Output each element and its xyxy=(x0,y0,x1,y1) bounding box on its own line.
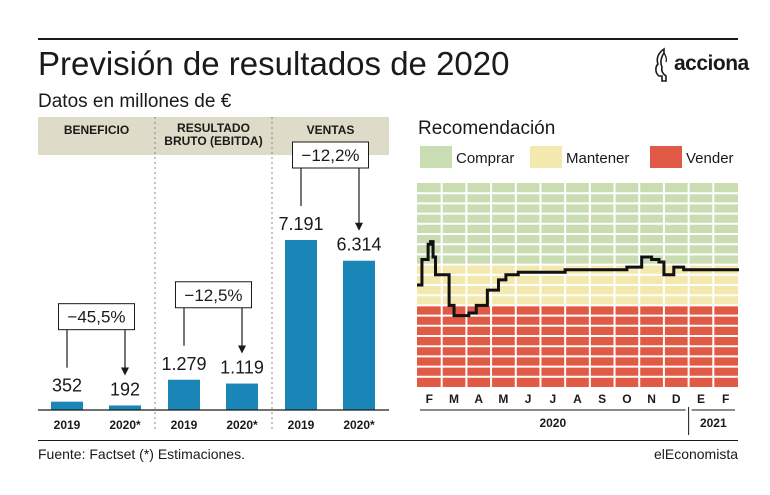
bar-value-label: 6.314 xyxy=(336,235,381,255)
bar xyxy=(51,401,83,410)
legend-label: Mantener xyxy=(566,150,629,167)
bar-value-label: 1.119 xyxy=(220,358,264,378)
footer-rule xyxy=(38,440,738,441)
recommendation-line xyxy=(417,240,739,318)
results-bar-chart: BENEFICIO 352 2019 192 2020* −45,5% RESULTADOB… xyxy=(38,117,389,432)
x-month-label: F xyxy=(722,392,729,406)
x-month-label: M xyxy=(498,392,508,406)
change-box xyxy=(292,141,369,169)
bar-value-label: 352 xyxy=(52,376,82,396)
x-month-label: J xyxy=(525,392,532,406)
group-label: BRUTO (EBITDA) xyxy=(164,134,262,148)
change-arrow-head xyxy=(121,367,129,376)
footer-brand: elEconomista xyxy=(653,446,738,462)
x-year-label: 2020 xyxy=(539,416,566,430)
change-arrow-head xyxy=(355,222,363,231)
group-label: VENTAS xyxy=(307,123,355,137)
change-label: −45,5% xyxy=(67,308,125,327)
legend-label: Vender xyxy=(686,150,734,167)
bar-value-label: 7.191 xyxy=(278,214,323,234)
x-month-label: N xyxy=(647,392,656,406)
top-rule xyxy=(38,38,738,40)
change-box xyxy=(175,281,252,309)
legend-label: Comprar xyxy=(456,150,514,167)
x-year-label: 2021 xyxy=(700,416,727,430)
change-box xyxy=(58,303,135,331)
footer-source: Fuente: Factset (*) Estimaciones. xyxy=(38,446,245,462)
tree-icon xyxy=(655,47,668,82)
x-month-label: A xyxy=(573,392,582,406)
group-header-band xyxy=(155,117,272,155)
x-month-label: J xyxy=(549,392,556,406)
acciona-logo: acciona xyxy=(652,47,749,83)
page-subtitle: Datos en millones de € xyxy=(38,91,232,112)
rec-title: Recomendación xyxy=(418,118,555,139)
group-label: BENEFICIO xyxy=(64,123,129,137)
x-month-label: S xyxy=(598,392,606,406)
bar xyxy=(109,405,141,410)
x-month-label: F xyxy=(426,392,433,406)
x-month-label: D xyxy=(672,392,681,406)
change-label: −12,2% xyxy=(301,146,359,165)
legend-swatch xyxy=(420,146,452,168)
x-month-label: E xyxy=(697,392,705,406)
bar-value-label: 192 xyxy=(110,379,140,399)
change-label: −12,5% xyxy=(184,286,242,305)
logo-text: acciona xyxy=(674,52,749,75)
recommendation-chart: Recomendación Comprar Mantener Vender F M A M J J… xyxy=(417,118,739,435)
bar xyxy=(168,379,200,410)
x-month-label: A xyxy=(474,392,483,406)
x-tick-label: 2019 xyxy=(171,418,198,432)
group-header-band xyxy=(38,117,155,155)
legend-swatch xyxy=(650,146,682,168)
change-arrow-head xyxy=(238,345,246,354)
bar xyxy=(226,383,258,410)
page-title: Previsión de resultados de 2020 xyxy=(38,45,510,82)
legend-swatch xyxy=(530,146,562,168)
x-tick-label: 2020* xyxy=(109,418,141,432)
group-label: RESULTADO xyxy=(177,121,250,135)
x-tick-label: 2020* xyxy=(343,418,375,432)
x-tick-label: 2019 xyxy=(288,418,315,432)
bar-value-label: 1.279 xyxy=(161,354,206,374)
bar xyxy=(285,240,317,410)
x-tick-label: 2019 xyxy=(54,418,81,432)
x-tick-label: 2020* xyxy=(226,418,258,432)
x-month-label: O xyxy=(622,392,631,406)
x-month-label: M xyxy=(449,392,459,406)
bar xyxy=(343,260,375,410)
